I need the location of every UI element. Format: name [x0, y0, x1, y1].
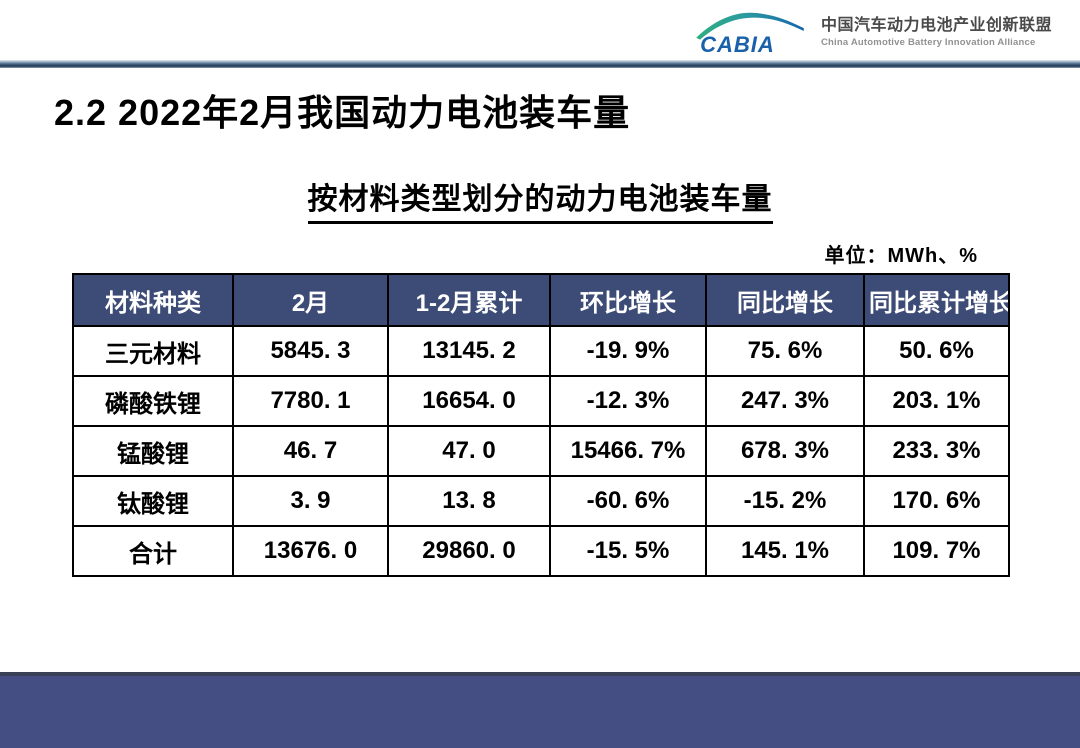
- cell-material: 磷酸铁锂: [72, 375, 234, 427]
- cell-material: 钛酸锂: [72, 475, 234, 527]
- cell-value: 170. 6%: [863, 475, 1010, 527]
- battery-installation-table: 材料种类 2月 1-2月累计 环比增长 同比增长 同比累计增长 三元材料 584…: [72, 273, 1010, 577]
- org-name-english: China Automotive Battery Innovation Alli…: [820, 37, 1036, 49]
- car-swoosh-icon: [696, 12, 804, 40]
- col-header-material: 材料种类: [72, 273, 234, 327]
- cell-value: 203. 1%: [863, 375, 1010, 427]
- cell-value: -60. 6%: [549, 475, 707, 527]
- table-row: 磷酸铁锂 7780. 1 16654. 0 -12. 3% 247. 3% 20…: [72, 375, 1010, 427]
- cell-value: 13145. 2: [387, 325, 551, 377]
- cell-value: 13. 8: [387, 475, 551, 527]
- table-row: 三元材料 5845. 3 13145. 2 -19. 9% 75. 6% 50.…: [72, 325, 1010, 377]
- cell-value: -15. 5%: [549, 525, 707, 577]
- unit-label: 单位：MWh、%: [824, 245, 978, 267]
- footer-bar: [0, 672, 1080, 748]
- col-header-yoy-growth: 同比增长: [705, 273, 865, 327]
- cell-value: 16654. 0: [387, 375, 551, 427]
- col-header-yoy-cum-growth: 同比累计增长: [863, 273, 1010, 327]
- cell-value: -15. 2%: [705, 475, 865, 527]
- cell-value: 233. 3%: [863, 425, 1010, 477]
- cell-value: 7780. 1: [232, 375, 389, 427]
- cell-value: 50. 6%: [863, 325, 1010, 377]
- table-header-row: 材料种类 2月 1-2月累计 环比增长 同比增长 同比累计增长: [72, 273, 1010, 327]
- cell-material: 合计: [72, 525, 234, 577]
- cell-value: 3. 9: [232, 475, 389, 527]
- page-title: 2.2 2022年2月我国动力电池装车量: [54, 92, 631, 133]
- cell-value: 247. 3%: [705, 375, 865, 427]
- col-header-feb: 2月: [232, 273, 389, 327]
- cell-value: 46. 7: [232, 425, 389, 477]
- cell-value: 15466. 7%: [549, 425, 707, 477]
- cell-value: -12. 3%: [549, 375, 707, 427]
- table-row: 钛酸锂 3. 9 13. 8 -60. 6% -15. 2% 170. 6%: [72, 475, 1010, 527]
- cabia-logo: CABIA: [696, 12, 804, 56]
- cell-value: 678. 3%: [705, 425, 865, 477]
- col-header-cumulative: 1-2月累计: [387, 273, 551, 327]
- table-title: 按材料类型划分的动力电池装车量: [307, 174, 773, 224]
- table-row: 锰酸锂 46. 7 47. 0 15466. 7% 678. 3% 233. 3…: [72, 425, 1010, 477]
- logo-wordmark: CABIA: [700, 32, 775, 56]
- brand-header: CABIA 中国汽车动力电池产业创新联盟 China Automotive Ba…: [691, 8, 1052, 56]
- cell-value: 29860. 0: [387, 525, 551, 577]
- cell-value: 145. 1%: [705, 525, 865, 577]
- table-title-wrap: 按材料类型划分的动力电池装车量: [0, 174, 1080, 224]
- cell-value: -19. 9%: [549, 325, 707, 377]
- org-name-chinese: 中国汽车动力电池产业创新联盟: [820, 16, 1052, 34]
- cell-value: 13676. 0: [232, 525, 389, 577]
- cell-value: 75. 6%: [705, 325, 865, 377]
- cell-material: 锰酸锂: [72, 425, 234, 477]
- org-name-block: 中国汽车动力电池产业创新联盟 China Automotive Battery …: [821, 16, 1052, 48]
- cell-value: 109. 7%: [863, 525, 1010, 577]
- header-divider-line: [0, 60, 1080, 68]
- table-row-total: 合计 13676. 0 29860. 0 -15. 5% 145. 1% 109…: [72, 525, 1010, 577]
- cell-value: 5845. 3: [232, 325, 389, 377]
- col-header-mom-growth: 环比增长: [549, 273, 707, 327]
- cell-material: 三元材料: [72, 325, 234, 377]
- cell-value: 47. 0: [387, 425, 551, 477]
